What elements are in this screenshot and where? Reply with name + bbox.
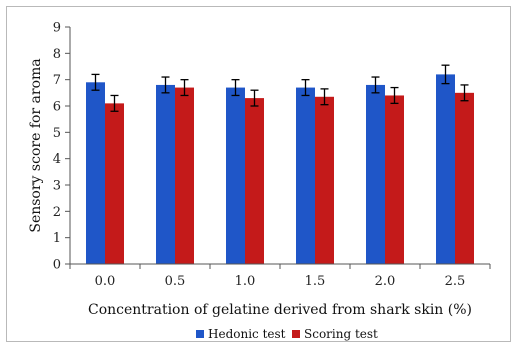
legend-swatch bbox=[292, 330, 300, 338]
x-tick-label: 2.5 bbox=[445, 274, 466, 289]
y-axis-label: Sensory score for aroma bbox=[28, 58, 44, 232]
bar-hedonic-test: Hedonic test 0.5: 6.8 bbox=[156, 84, 175, 264]
bar-hedonic-test: Hedonic test 2.5: 7.2 bbox=[436, 74, 455, 265]
x-axis-label: Concentration of gelatine derived from s… bbox=[88, 302, 472, 318]
legend-label: Scoring test bbox=[304, 327, 378, 341]
bar-hedonic-test: Hedonic test 2.0: 6.8 bbox=[366, 84, 385, 264]
bar-scoring-test: Scoring test 0.5: 6.7 bbox=[175, 87, 194, 264]
bar-hedonic-test: Hedonic test 1.0: 6.7 bbox=[226, 87, 245, 264]
y-axis-ticks: 0 1 2 3 4 5 6 7 8 9 bbox=[53, 21, 70, 273]
legend-swatch bbox=[196, 330, 204, 338]
y-tick-label: 1 bbox=[53, 231, 61, 246]
y-tick-label: 3 bbox=[53, 179, 61, 194]
x-axis-ticks: 0.0 0.5 1.0 1.5 2.0 2.5 bbox=[69, 264, 491, 289]
y-tick-label: 0 bbox=[53, 258, 61, 273]
y-tick-label: 5 bbox=[53, 126, 61, 141]
bar-scoring-test: Scoring test 0.0: 6.1 bbox=[105, 103, 124, 264]
bar-scoring-test: Scoring test 2.0: 6.4 bbox=[385, 95, 404, 264]
y-tick-label: 6 bbox=[53, 100, 61, 115]
y-tick-label: 4 bbox=[53, 152, 61, 167]
bar-scoring-test: Scoring test 1.5: 6.35 bbox=[315, 96, 334, 265]
legend-label: Hedonic test bbox=[208, 327, 286, 341]
bar-scoring-test: Scoring test 1.0: 6.3 bbox=[245, 98, 264, 264]
x-tick-label: 2.0 bbox=[375, 274, 396, 289]
bar-hedonic-test: Hedonic test 0.0: 6.9 bbox=[86, 82, 105, 264]
x-tick-label: 1.0 bbox=[235, 274, 256, 289]
bar-hedonic-test: Hedonic test 1.5: 6.7 bbox=[296, 87, 315, 264]
legend: Hedonic test Scoring test bbox=[196, 327, 378, 341]
x-tick-label: 0.5 bbox=[165, 274, 186, 289]
bars: Hedonic test 0.0: 6.9Scoring test 0.0: 6… bbox=[86, 64, 474, 265]
y-tick-label: 2 bbox=[53, 205, 61, 220]
x-tick-label: 0.0 bbox=[95, 274, 116, 289]
y-tick-label: 9 bbox=[53, 21, 61, 36]
y-tick-label: 8 bbox=[53, 47, 61, 62]
y-tick-label: 7 bbox=[53, 73, 61, 88]
x-tick-label: 1.5 bbox=[305, 274, 326, 289]
bar-scoring-test: Scoring test 2.5: 6.5 bbox=[455, 92, 474, 264]
